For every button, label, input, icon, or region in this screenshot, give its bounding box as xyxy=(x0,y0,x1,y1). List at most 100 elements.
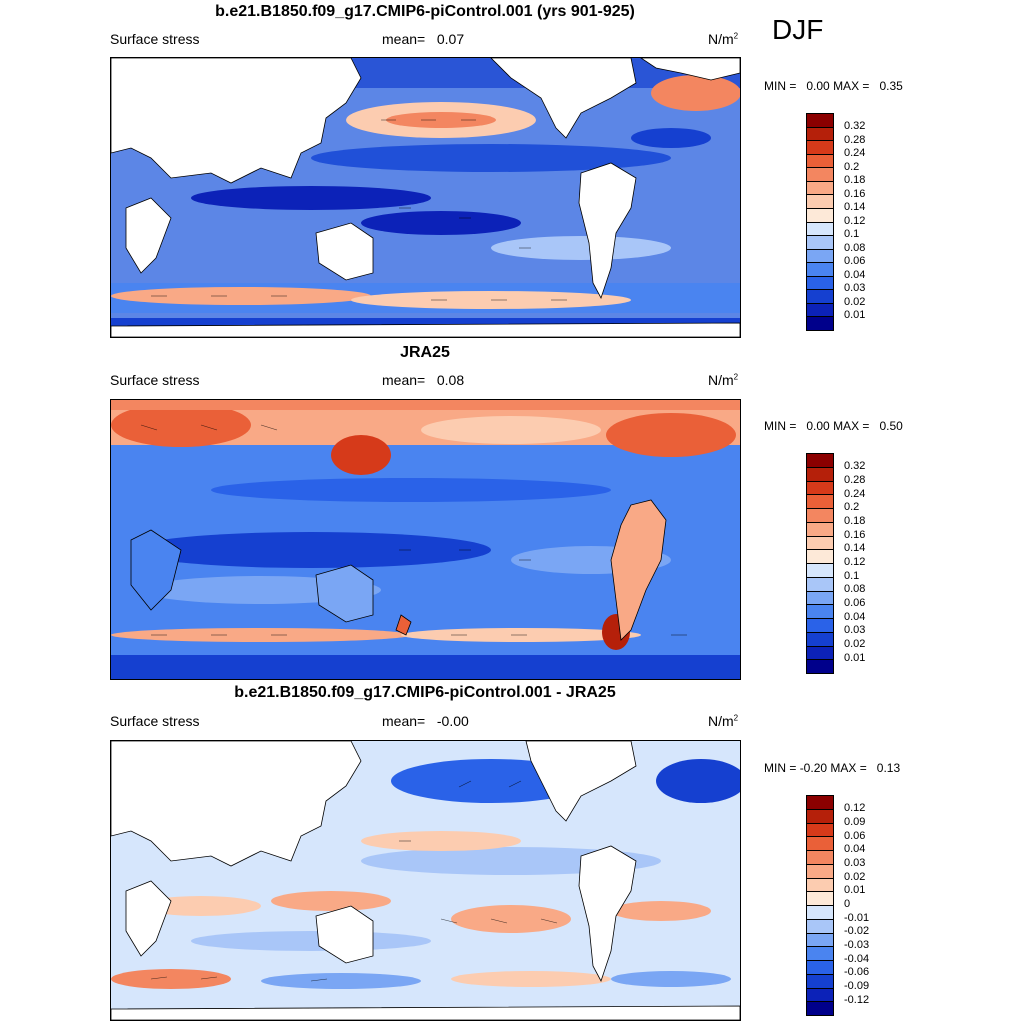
colorbar-swatch xyxy=(807,303,833,318)
colorbar-swatch xyxy=(807,290,833,304)
colorbar-swatch xyxy=(807,141,833,155)
panel-2-colorbar-ticks: 0.32 0.28 0.24 0.2 0.18 0.16 0.14 0.12 0.1 0.08 0.… xyxy=(844,453,904,672)
panel-1-max-label: MAX = xyxy=(833,79,870,93)
panel-1-map xyxy=(110,57,741,338)
colorbar-tick-label: 0.04 xyxy=(844,268,866,281)
panel-1-mean-value: 0.07 xyxy=(436,31,465,47)
panel-2-units-sup: 2 xyxy=(733,372,739,382)
panel-2-mean-label: mean= xyxy=(382,372,426,388)
colorbar-tick-label: 0 xyxy=(844,898,851,910)
panel-1-minmax: MIN = 0.00 MAX = 0.35 xyxy=(764,79,903,93)
colorbar-swatch xyxy=(807,495,833,509)
panel-2-min-label: MIN = xyxy=(764,419,797,433)
colorbar-tick-label: 0.12 xyxy=(844,802,866,815)
panel-2-field-label: Surface stress xyxy=(110,372,200,388)
colorbar-tick-label: 0.02 xyxy=(844,295,866,308)
colorbar-swatch xyxy=(807,249,833,264)
colorbar-swatch xyxy=(807,892,833,906)
colorbar-tick-label: 0.24 xyxy=(844,487,866,500)
panel-3-max-value: 0.13 xyxy=(876,761,901,775)
colorbar-swatch xyxy=(807,919,833,934)
panel-3-units-sup: 2 xyxy=(733,713,739,723)
colorbar-swatch xyxy=(807,878,833,893)
colorbar-swatch xyxy=(807,263,833,277)
panel-2-units: N/m2 xyxy=(708,372,738,388)
colorbar-swatch xyxy=(807,536,833,551)
colorbar-tick-label: -0.03 xyxy=(844,939,870,952)
colorbar-swatch xyxy=(807,550,833,564)
colorbar-swatch xyxy=(807,974,833,989)
colorbar-swatch xyxy=(807,809,833,824)
colorbar-swatch xyxy=(807,605,833,619)
panel-3-minmax: MIN = -0.20 MAX = 0.13 xyxy=(764,761,900,775)
panel-3-colorbar-ticks: 0.12 0.09 0.06 0.04 0.03 0.02 0.01 0 -0.01 -0.02-… xyxy=(844,795,904,1014)
panel-3-mean: mean= -0.00 xyxy=(382,713,469,729)
colorbar-swatch xyxy=(807,646,833,661)
colorbar-tick-label: 0.14 xyxy=(844,201,866,213)
colorbar-tick-label: 0.24 xyxy=(844,147,866,159)
colorbar-swatch xyxy=(807,276,833,291)
colorbar-swatch xyxy=(807,947,833,961)
colorbar-tick-label: -0.01 xyxy=(844,911,870,924)
colorbar-tick-label: 0.01 xyxy=(844,884,866,897)
panel-3-title: b.e21.B1850.f09_g17.CMIP6-piControl.001 … xyxy=(234,684,616,701)
colorbar-swatch xyxy=(807,509,833,523)
colorbar-tick-label: 0.12 xyxy=(844,556,866,568)
colorbar-tick-label: 0.03 xyxy=(844,282,866,294)
colorbar-swatch xyxy=(807,522,833,537)
colorbar-swatch xyxy=(807,851,833,865)
colorbar-tick-label: 0.28 xyxy=(844,473,866,486)
panel-3-map xyxy=(110,740,741,1021)
panel-1-title: b.e21.B1850.f09_g17.CMIP6-piControl.001 … xyxy=(215,3,635,20)
colorbar-swatch xyxy=(807,660,833,673)
panel-2-colorbar xyxy=(806,453,834,674)
panel-3-field-label: Surface stress xyxy=(110,713,200,729)
colorbar-tick-label: -0.06 xyxy=(844,966,870,979)
colorbar-swatch xyxy=(807,823,833,838)
colorbar-swatch xyxy=(807,481,833,496)
colorbar-tick-label: 0.09 xyxy=(844,815,866,828)
colorbar-tick-label: -0.04 xyxy=(844,952,870,965)
colorbar-swatch xyxy=(807,154,833,169)
colorbar-swatch xyxy=(807,317,833,330)
panel-1-field-label: Surface stress xyxy=(110,31,200,47)
panel-1-colorbar xyxy=(806,113,834,331)
colorbar-tick-label: 0.08 xyxy=(844,241,866,254)
colorbar-swatch xyxy=(807,864,833,879)
colorbar-tick-label: 0.16 xyxy=(844,187,866,200)
panel-2-min-value: 0.00 xyxy=(806,419,830,433)
panel-3-map-svg xyxy=(111,741,740,1020)
colorbar-tick-label: 0.06 xyxy=(844,597,866,610)
panel-3-units: N/m2 xyxy=(708,713,738,729)
colorbar-tick-label: 0.12 xyxy=(844,214,866,227)
colorbar-tick-label: 0.04 xyxy=(844,843,866,856)
colorbar-swatch xyxy=(807,961,833,975)
colorbar-swatch xyxy=(807,619,833,633)
colorbar-tick-label: 0.01 xyxy=(844,651,866,664)
colorbar-swatch xyxy=(807,591,833,606)
colorbar-swatch xyxy=(807,837,833,851)
panel-3-max-label: MAX = xyxy=(830,761,867,775)
colorbar-swatch xyxy=(807,632,833,647)
panel-2-map-svg xyxy=(111,400,740,679)
colorbar-tick-label: 0.1 xyxy=(844,569,860,582)
colorbar-tick-label: 0.08 xyxy=(844,583,866,596)
panel-1-units-text: N/m xyxy=(708,31,734,47)
colorbar-tick-label: 0.18 xyxy=(844,174,866,186)
colorbar-tick-label: 0.28 xyxy=(844,133,866,146)
colorbar-swatch xyxy=(807,933,833,948)
panel-1-colorbar-ticks: 0.32 0.28 0.24 0.2 0.18 0.16 0.14 0.12 0.1 0.08 0.… xyxy=(844,113,904,329)
colorbar-swatch xyxy=(807,127,833,142)
colorbar-swatch xyxy=(807,236,833,250)
colorbar-tick-label: 0.14 xyxy=(844,542,866,555)
colorbar-swatch xyxy=(807,467,833,482)
colorbar-swatch xyxy=(807,906,833,920)
panel-1-map-svg xyxy=(111,58,740,337)
panel-1-mean: mean= 0.07 xyxy=(382,31,464,47)
season-label: DJF xyxy=(772,14,824,45)
panel-2-max-value: 0.50 xyxy=(879,419,903,433)
colorbar-tick-label: 0.04 xyxy=(844,610,866,623)
colorbar-swatch xyxy=(807,208,833,223)
colorbar-swatch xyxy=(807,168,833,182)
colorbar-swatch xyxy=(807,181,833,196)
